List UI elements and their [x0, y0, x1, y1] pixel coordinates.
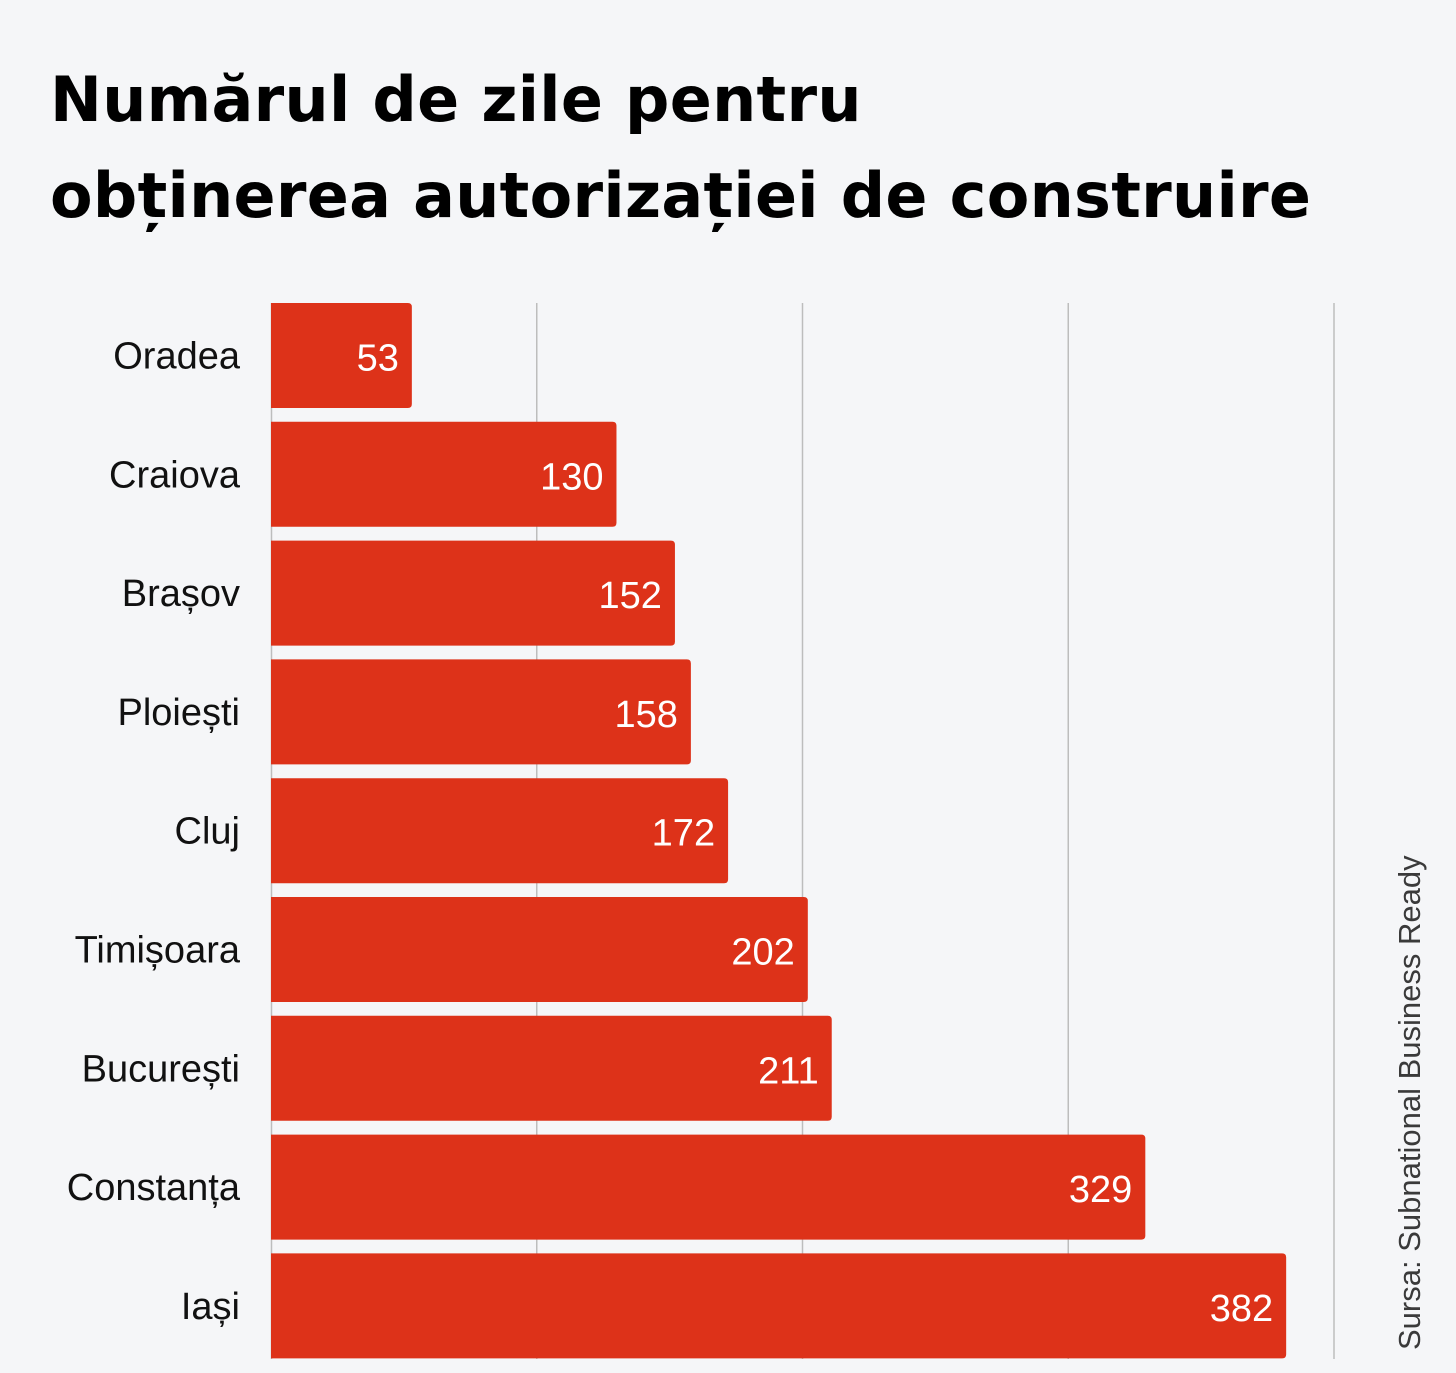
chart-title-line-2: obținerea autorizației de construire	[50, 159, 1312, 232]
source-note: Sursa: Subnational Business Ready	[1392, 855, 1427, 1350]
category-label-8: Constanța	[67, 1167, 241, 1209]
value-label-4: 158	[614, 694, 677, 736]
bar-8	[271, 1134, 1146, 1240]
value-label-8: 329	[1069, 1169, 1132, 1211]
chart-title: Numărul de zile pentru obținerea autoriz…	[50, 52, 1410, 244]
bar-1	[271, 303, 412, 408]
value-label-2: 130	[540, 456, 603, 498]
bar-9	[271, 1253, 1287, 1359]
value-label-7: 211	[758, 1050, 819, 1092]
bar-3	[271, 540, 675, 646]
bar-6	[271, 897, 808, 1002]
value-label-6: 202	[731, 932, 794, 974]
category-label-7: București	[82, 1048, 240, 1090]
bar-7	[271, 1015, 832, 1121]
value-label-9: 382	[1210, 1288, 1273, 1330]
value-label-1: 53	[357, 338, 399, 380]
category-label-5: Cluj	[175, 811, 240, 853]
bar-5	[271, 778, 729, 884]
value-labels: 53 130 152 158 172 202 211 329 382	[357, 338, 1274, 1330]
category-label-4: Ploiești	[118, 692, 241, 734]
bar-2	[271, 421, 617, 527]
category-label-2: Craiova	[109, 454, 241, 496]
category-label-6: Timișoara	[75, 930, 241, 972]
bars	[271, 303, 1287, 1359]
category-label-3: Brașov	[122, 573, 240, 615]
category-label-1: Oradea	[113, 336, 241, 378]
category-label-9: Iași	[181, 1286, 240, 1328]
category-labels: Oradea Craiova Brașov Ploiești Cluj Timișoara…	[67, 336, 241, 1328]
value-label-3: 152	[599, 575, 662, 617]
chart-title-line-1: Numărul de zile pentru	[50, 63, 862, 136]
bar-4	[271, 659, 691, 765]
value-label-5: 172	[652, 813, 715, 855]
